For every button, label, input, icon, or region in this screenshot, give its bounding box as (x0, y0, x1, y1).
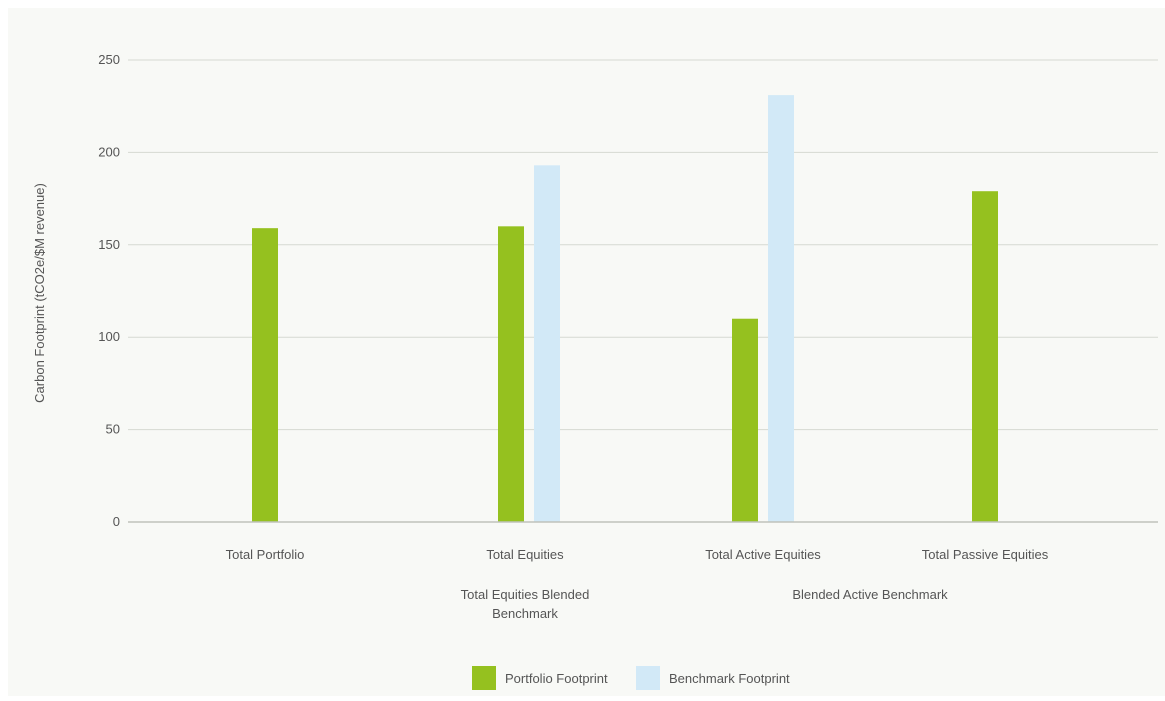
category-labels: Total Portfolio Total Equities Total Activ… (226, 547, 1049, 562)
bars (252, 95, 998, 522)
bar-benchmark[interactable] (534, 165, 560, 522)
legend-swatch[interactable] (636, 666, 660, 690)
bar-chart: 0 50 100 150 200 250 Total Portfolio Total Equ… (32, 52, 1158, 690)
y-tick-label: 0 (113, 514, 120, 529)
chart-panel: 0 50 100 150 200 250 Total Portfolio Total Equ… (8, 8, 1165, 696)
benchmark-label: Blended Active Benchmark (792, 587, 948, 602)
legend-swatch[interactable] (472, 666, 496, 690)
bar-portfolio[interactable] (972, 191, 998, 522)
x-category-label: Total Passive Equities (922, 547, 1049, 562)
x-category-label: Total Active Equities (705, 547, 821, 562)
bar-portfolio[interactable] (498, 226, 524, 522)
y-tick-label: 250 (98, 52, 120, 67)
benchmark-labels: Total Equities Blended Benchmark Blended A… (461, 587, 949, 621)
benchmark-label: Total Equities Blended Benchmark (461, 587, 590, 621)
y-axis-title: Carbon Footprint (tCO2e/$M revenue) (32, 183, 47, 403)
y-tick-label: 50 (106, 422, 120, 437)
y-tick-label: 200 (98, 144, 120, 159)
y-axis-ticks: 0 50 100 150 200 250 (98, 52, 120, 529)
bar-portfolio[interactable] (732, 318, 758, 522)
x-category-label: Total Portfolio (226, 547, 305, 562)
x-category-label: Total Equities (486, 547, 564, 562)
bar-portfolio[interactable] (252, 228, 278, 522)
bar-benchmark[interactable] (768, 95, 794, 522)
legend-label[interactable]: Benchmark Footprint (669, 671, 790, 686)
y-tick-label: 100 (98, 329, 120, 344)
y-tick-label: 150 (98, 237, 120, 252)
gridlines (128, 59, 1158, 431)
legend: Portfolio Footprint Benchmark Footprint (472, 666, 790, 690)
legend-label[interactable]: Portfolio Footprint (505, 671, 608, 686)
